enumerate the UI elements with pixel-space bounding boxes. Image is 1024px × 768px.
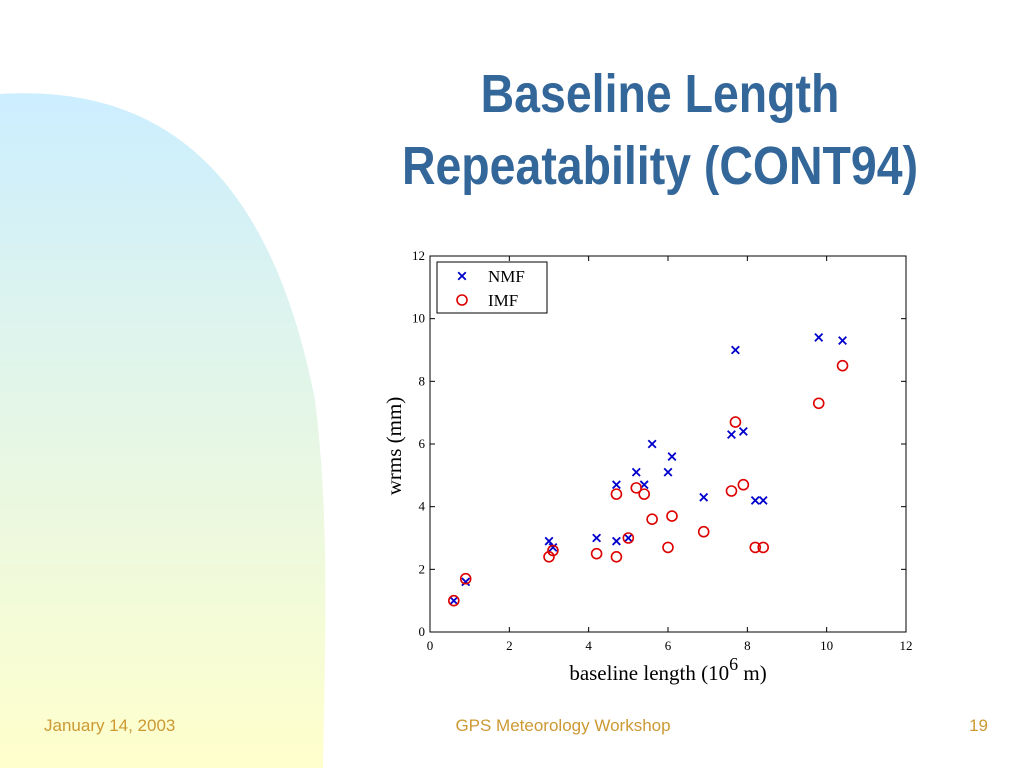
point-imf [459, 572, 472, 585]
point-nmf [750, 495, 760, 505]
x-tick-label: 2 [506, 638, 513, 653]
title-line-1: Baseline Length [480, 64, 840, 124]
point-nmf [814, 333, 824, 342]
legend: NMF IMF [436, 261, 548, 314]
point-imf [666, 510, 678, 522]
y-tick-label: 0 [419, 624, 426, 639]
point-imf [646, 513, 658, 526]
point-nmf [449, 596, 459, 606]
legend-label-imf: IMF [488, 291, 518, 310]
y-tick-label: 8 [419, 373, 426, 388]
title-line-2: Repeatability (CONT94) [401, 136, 919, 196]
footer-date: January 14, 2003 [44, 716, 176, 735]
point-imf [737, 478, 750, 491]
point-nmf [647, 439, 657, 449]
data-points [448, 333, 849, 607]
legend-marker-imf [456, 294, 468, 306]
footer-event: GPS Meteorology Workshop [455, 716, 671, 735]
x-tick-label: 12 [900, 638, 913, 653]
point-nmf [663, 467, 673, 477]
y-tick-label: 4 [419, 499, 426, 514]
point-imf [725, 485, 738, 497]
legend-marker-nmf [457, 271, 467, 281]
point-imf [638, 488, 651, 500]
legend-label-nmf: NMF [488, 267, 525, 286]
point-imf [836, 359, 849, 372]
point-imf [590, 547, 603, 560]
point-imf [610, 488, 623, 500]
point-nmf [727, 430, 736, 440]
point-imf [610, 550, 623, 563]
point-imf [662, 541, 674, 554]
y-axis-label: wrms (mm) [382, 397, 406, 496]
x-tick-label: 6 [665, 638, 672, 653]
point-imf [622, 532, 635, 544]
point-nmf [461, 577, 471, 587]
point-nmf [548, 542, 558, 552]
y-tick-label: 10 [412, 311, 425, 326]
point-nmf [838, 336, 847, 346]
series-nmf [449, 333, 847, 606]
point-nmf [758, 495, 768, 505]
x-axis-label-exponent: 6 [729, 654, 738, 674]
point-imf [697, 525, 710, 538]
slide-title: Baseline Length Repeatability (CONT94) [350, 58, 969, 202]
point-nmf [611, 536, 621, 546]
point-nmf [667, 452, 677, 461]
y-tick-label: 6 [419, 436, 426, 451]
point-imf [543, 550, 555, 563]
x-axis-label: baseline length (106 m) [569, 654, 766, 685]
point-imf [448, 594, 460, 607]
point-nmf [699, 492, 709, 502]
x-tick-label: 0 [427, 638, 434, 653]
x-axis-label-main: baseline length (10 [569, 661, 729, 685]
legend-box [436, 261, 548, 314]
point-nmf [611, 480, 621, 490]
point-imf [749, 541, 762, 554]
point-imf [547, 544, 559, 557]
axes: 0 2 4 6 8 10 12 0 2 4 6 8 10 12 [412, 248, 913, 653]
point-nmf [738, 427, 748, 436]
y-tick-label: 12 [412, 248, 425, 263]
y-tick-label: 2 [419, 561, 426, 576]
point-imf [729, 416, 742, 428]
point-nmf [623, 533, 633, 543]
x-tick-label: 4 [585, 638, 592, 653]
point-nmf [544, 536, 554, 546]
point-nmf [730, 345, 740, 355]
x-tick-label: 10 [820, 638, 833, 653]
point-nmf [631, 467, 641, 477]
footer-page-number: 19 [969, 716, 988, 735]
point-imf [812, 397, 825, 410]
x-tick-label: 8 [744, 638, 751, 653]
x-axis-label-suffix: m) [738, 661, 767, 685]
series-imf [448, 359, 849, 607]
point-imf [757, 541, 770, 554]
point-nmf [592, 533, 602, 543]
point-imf [630, 482, 643, 494]
